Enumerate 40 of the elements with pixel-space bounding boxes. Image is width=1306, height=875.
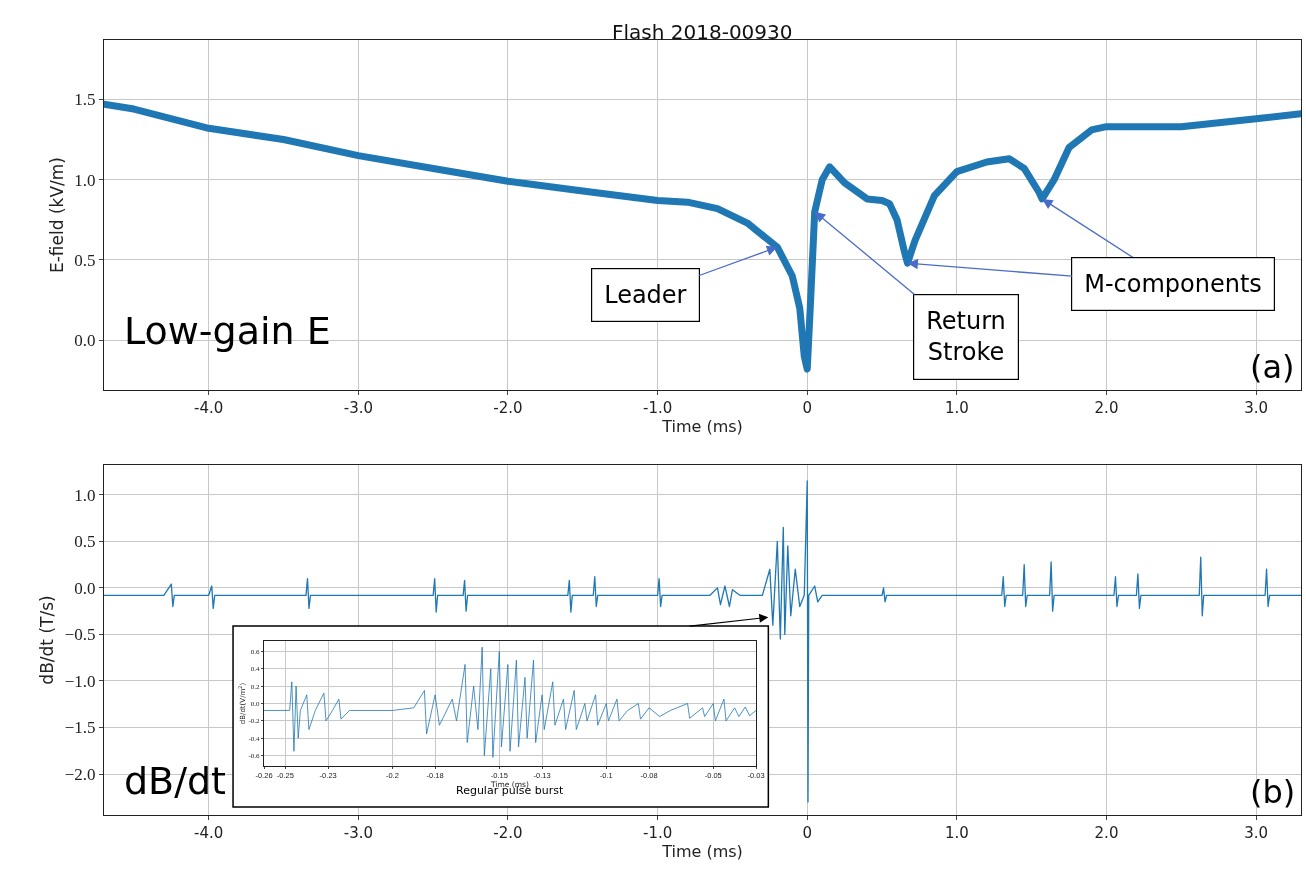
x-tick-label: 3.0 <box>1244 399 1269 417</box>
x-tick-label: -4.0 <box>194 399 224 417</box>
line-series <box>264 646 756 758</box>
x-tick-label: 2.0 <box>1094 824 1119 842</box>
annotation: Leader <box>604 281 687 310</box>
annotation: dB/dt <box>124 759 227 803</box>
x-tick-label: -3.0 <box>343 399 373 417</box>
y-tick-label: −1.5 <box>64 718 96 738</box>
x-tick-label: -3.0 <box>343 824 373 842</box>
y-tick-label: 1.0 <box>74 170 96 190</box>
y-tick-label: 0.0 <box>74 578 96 598</box>
x-tick-label: -2.0 <box>493 399 523 417</box>
x-tick-label: 0 <box>802 824 813 842</box>
y-axis-title: E-field (kV/m) <box>46 157 67 273</box>
y-tick-label: −2.0 <box>64 764 96 784</box>
x-tick-label: 1.0 <box>944 824 969 842</box>
y-tick-label: 0.0 <box>74 331 96 351</box>
x-tick-label: 1.0 <box>944 399 969 417</box>
annotation: Return Stroke <box>926 307 1006 367</box>
chart-title: Flash 2018-00930 <box>612 20 793 44</box>
x-tick-label: -2.0 <box>493 824 523 842</box>
x-tick-label: -1.0 <box>642 399 673 417</box>
annotation: Low-gain E <box>124 309 331 353</box>
x-tick-label: 0 <box>802 399 813 417</box>
y-tick-label: −0.5 <box>64 625 96 645</box>
y-tick-label: −1.0 <box>64 671 96 691</box>
annotation: (b) <box>1250 773 1296 811</box>
x-axis-title: Time (ms) <box>661 417 743 436</box>
x-tick-label: -1.0 <box>642 824 673 842</box>
x-tick-label: -4.0 <box>194 824 224 842</box>
x-axis-title: Time (ms) <box>661 842 743 861</box>
x-tick-label: 3.0 <box>1244 824 1269 842</box>
y-axis-title: dB/dt (T/s) <box>37 595 58 685</box>
annotation: (a) <box>1250 348 1295 386</box>
y-tick-label: 1.5 <box>74 90 96 110</box>
x-tick-label: 2.0 <box>1094 399 1119 417</box>
y-tick-label: 1.0 <box>74 485 96 505</box>
y-tick-label: 0.5 <box>74 250 96 270</box>
y-tick-label: 0.5 <box>74 532 96 552</box>
annotation: M-components <box>1084 270 1262 299</box>
